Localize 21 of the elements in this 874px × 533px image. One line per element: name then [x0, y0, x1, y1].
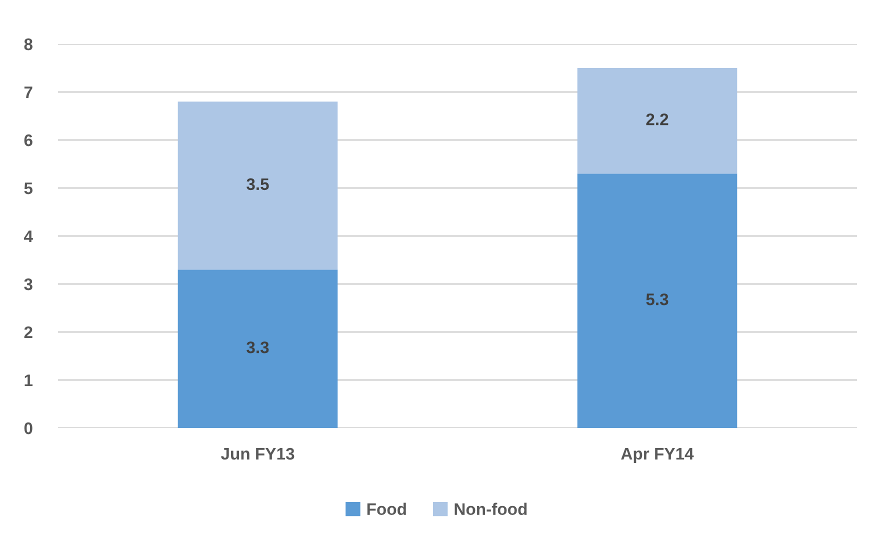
y-tick-label: 2 — [24, 326, 32, 338]
y-tick-label: 4 — [24, 230, 33, 242]
bar — [178, 270, 338, 428]
y-tick-label: 8 — [24, 38, 32, 50]
legend-label: Food — [367, 502, 406, 516]
bar — [577, 68, 738, 174]
bar — [178, 102, 338, 270]
bar — [577, 174, 738, 428]
y-tick-label: 7 — [24, 86, 32, 98]
y-tick-label: 3 — [24, 278, 32, 290]
legend-label: Non-food — [454, 502, 527, 516]
y-tick-label: 1 — [24, 374, 33, 386]
data-label: 3.5 — [246, 178, 269, 190]
y-tick-label: 0 — [24, 422, 32, 434]
data-label: 5.3 — [646, 293, 668, 306]
data-label: 3.3 — [246, 341, 269, 354]
data-label: 2.2 — [646, 113, 668, 126]
y-tick-label: 5 — [24, 182, 33, 194]
y-tick-label: 6 — [24, 134, 32, 146]
x-tick-label: Apr FY14 — [621, 448, 694, 463]
x-tick-label: Jun FY13 — [220, 448, 294, 460]
